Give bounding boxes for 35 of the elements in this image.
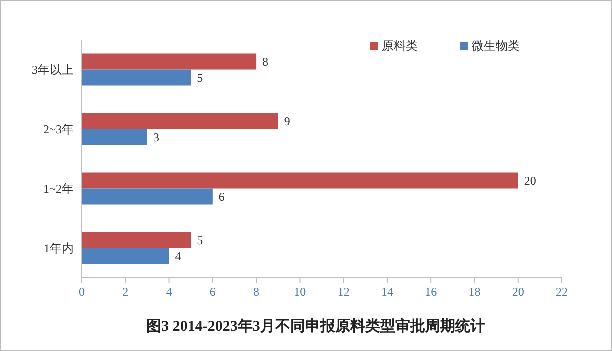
data-label: 9 <box>284 114 290 128</box>
x-tick-label: 12 <box>338 285 350 299</box>
bar <box>82 248 170 264</box>
data-label: 5 <box>197 233 204 248</box>
y-tick-label: 3年以上 <box>32 62 74 77</box>
legend-label: 原料类 <box>382 39 418 53</box>
x-tick-label: 8 <box>254 285 260 299</box>
y-tick-label: 1年内 <box>44 241 74 256</box>
bar <box>82 113 278 130</box>
data-label: 3 <box>153 130 160 144</box>
text: 图3 2014-2023年3月不同申报原料类型审批周期统计 <box>146 317 486 335</box>
y-tick-label: 1~2年 <box>44 182 74 196</box>
data-label: 20 <box>524 174 536 188</box>
y-tick-label: 2~3年 <box>44 122 74 136</box>
x-tick-label: 14 <box>381 285 394 299</box>
data-label: 6 <box>218 190 225 204</box>
x-tick-label: 22 <box>556 285 568 299</box>
x-tick-label: 2 <box>122 285 129 299</box>
x-tick-label: 16 <box>425 285 438 299</box>
bar <box>82 172 518 189</box>
x-tick-label: 4 <box>166 285 172 299</box>
bar <box>82 232 192 248</box>
x-tick-label: 10 <box>294 285 306 299</box>
x-tick-label: 6 <box>210 285 216 299</box>
bar <box>82 70 192 86</box>
data-label: 8 <box>262 54 269 69</box>
legend-label: 微生物类 <box>472 39 520 53</box>
data-label: 5 <box>197 70 204 85</box>
x-tick-label: 0 <box>79 285 85 299</box>
x-tick-label: 18 <box>468 285 481 299</box>
data-label: 4 <box>175 249 182 264</box>
bar <box>82 129 148 146</box>
bar <box>82 54 257 70</box>
bar <box>82 188 213 205</box>
x-tick-label: 20 <box>512 285 524 299</box>
